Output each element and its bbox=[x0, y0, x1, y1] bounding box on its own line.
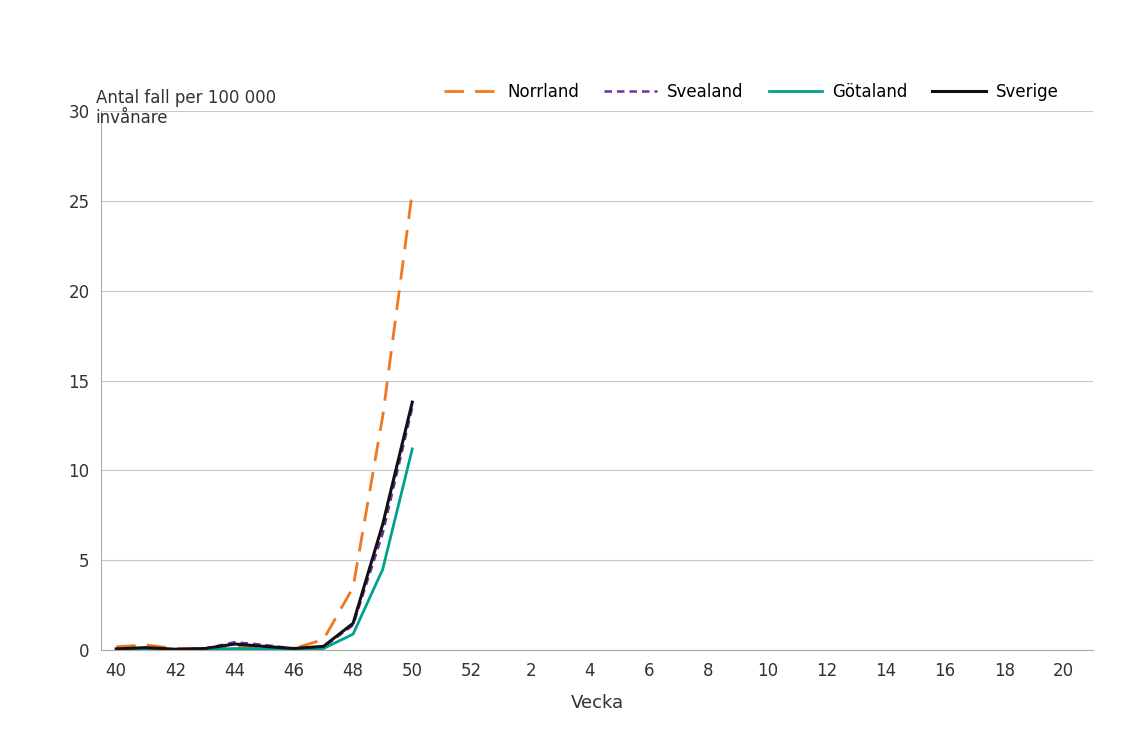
Norrland bbox=[228, 642, 241, 651]
Svealand bbox=[376, 529, 390, 538]
Götaland bbox=[169, 646, 183, 655]
Sverige bbox=[406, 398, 419, 406]
Götaland bbox=[257, 644, 270, 653]
Svealand bbox=[257, 641, 270, 650]
Svealand bbox=[169, 645, 183, 654]
Götaland bbox=[376, 565, 390, 573]
Svealand bbox=[287, 644, 301, 653]
X-axis label: Vecka: Vecka bbox=[570, 694, 624, 712]
Sverige bbox=[317, 642, 330, 651]
Norrland bbox=[376, 412, 390, 421]
Line: Norrland: Norrland bbox=[116, 192, 412, 649]
Norrland bbox=[169, 644, 183, 653]
Norrland bbox=[317, 635, 330, 644]
Götaland bbox=[228, 644, 241, 653]
Legend: Norrland, Svealand, Götaland, Sverige: Norrland, Svealand, Götaland, Sverige bbox=[437, 76, 1065, 107]
Norrland bbox=[406, 188, 419, 197]
Sverige bbox=[169, 645, 183, 654]
Sverige bbox=[228, 639, 241, 648]
Norrland bbox=[139, 641, 152, 650]
Sverige bbox=[139, 643, 152, 652]
Sverige bbox=[287, 644, 301, 653]
Norrland bbox=[257, 643, 270, 652]
Götaland bbox=[287, 645, 301, 654]
Svealand bbox=[139, 644, 152, 653]
Norrland bbox=[198, 644, 212, 653]
Line: Svealand: Svealand bbox=[116, 408, 412, 650]
Sverige bbox=[346, 619, 360, 628]
Text: Antal fall per 100 000
invånare: Antal fall per 100 000 invånare bbox=[96, 89, 276, 128]
Svealand bbox=[406, 403, 419, 412]
Norrland bbox=[287, 644, 301, 653]
Line: Sverige: Sverige bbox=[116, 402, 412, 650]
Götaland bbox=[406, 444, 419, 453]
Sverige bbox=[198, 644, 212, 653]
Svealand bbox=[346, 621, 360, 630]
Svealand bbox=[317, 643, 330, 652]
Götaland bbox=[346, 630, 360, 638]
Götaland bbox=[139, 645, 152, 654]
Sverige bbox=[109, 644, 123, 653]
Sverige bbox=[257, 642, 270, 651]
Line: Götaland: Götaland bbox=[116, 449, 412, 650]
Svealand bbox=[109, 645, 123, 654]
Norrland bbox=[346, 583, 360, 592]
Götaland bbox=[198, 645, 212, 654]
Svealand bbox=[228, 638, 241, 647]
Sverige bbox=[376, 520, 390, 529]
Götaland bbox=[109, 645, 123, 654]
Svealand bbox=[198, 644, 212, 653]
Norrland bbox=[109, 642, 123, 651]
Götaland bbox=[317, 644, 330, 653]
